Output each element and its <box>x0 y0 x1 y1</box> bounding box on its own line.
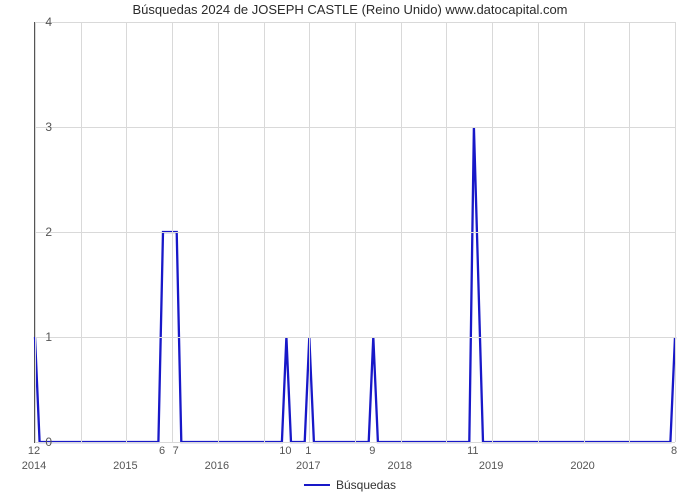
legend: Búsquedas <box>304 478 396 492</box>
gridline-v <box>218 22 219 442</box>
legend-label: Búsquedas <box>336 478 396 492</box>
x-axis-tick: 2018 <box>387 460 411 472</box>
data-point-label: 11 <box>467 445 478 457</box>
x-axis-tick: 2019 <box>479 460 503 472</box>
gridline-v <box>446 22 447 442</box>
x-axis-tick: 2016 <box>205 460 229 472</box>
gridline-h <box>35 442 675 443</box>
data-point-label: 7 <box>173 445 179 457</box>
data-point-label: 10 <box>279 445 291 457</box>
gridline-v <box>355 22 356 442</box>
gridline-v <box>126 22 127 442</box>
x-axis-tick: 2017 <box>296 460 320 472</box>
gridline-v <box>81 22 82 442</box>
plot-area <box>34 22 675 443</box>
data-point-label: 6 <box>159 445 165 457</box>
chart-title: Búsquedas 2024 de JOSEPH CASTLE (Reino U… <box>0 2 700 17</box>
x-axis-tick: 2014 <box>22 460 46 472</box>
y-axis-tick: 2 <box>32 225 52 239</box>
gridline-v <box>538 22 539 442</box>
x-axis-tick: 2015 <box>113 460 137 472</box>
y-axis-tick: 4 <box>32 15 52 29</box>
gridline-v <box>264 22 265 442</box>
gridline-v <box>675 22 676 442</box>
gridline-v <box>492 22 493 442</box>
x-axis-tick: 2020 <box>570 460 594 472</box>
gridline-v <box>629 22 630 442</box>
data-point-label: 12 <box>28 445 40 457</box>
gridline-v <box>584 22 585 442</box>
chart-container: Búsquedas 2024 de JOSEPH CASTLE (Reino U… <box>0 0 700 500</box>
data-point-label: 1 <box>305 445 311 457</box>
y-axis-tick: 1 <box>32 330 52 344</box>
data-point-label: 8 <box>671 445 677 457</box>
gridline-v <box>172 22 173 442</box>
legend-swatch-icon <box>304 484 330 486</box>
data-point-label: 9 <box>369 445 375 457</box>
gridline-v <box>401 22 402 442</box>
y-axis-tick: 3 <box>32 120 52 134</box>
gridline-v <box>309 22 310 442</box>
